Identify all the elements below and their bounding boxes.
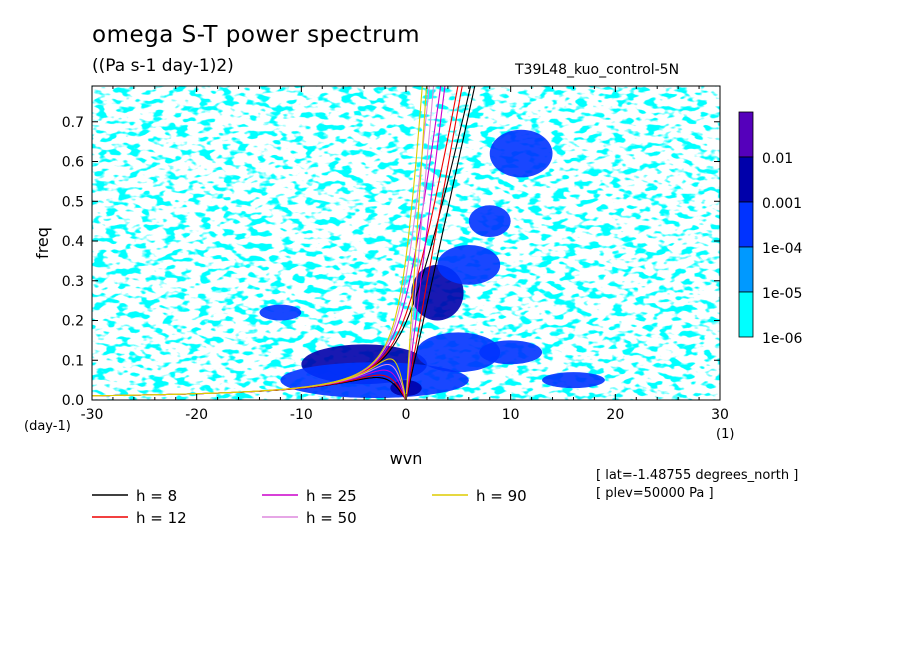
y-axis-label: freq (33, 227, 52, 259)
y-tick-label: 0.0 (62, 393, 84, 409)
legend-label-h90: h = 90 (476, 487, 527, 505)
colorbar: 1e-06 1e-05 1e-04 0.001 0.01 (738, 111, 802, 347)
colorbar-swatch-2 (738, 201, 754, 248)
colorbar-level-label: 1e-04 (762, 241, 802, 257)
spectrum-noise-field (92, 86, 720, 400)
y-tick-label: 0.1 (62, 353, 84, 369)
legend-label-h50: h = 50 (306, 509, 357, 527)
colorbar-level-label: 0.001 (762, 196, 802, 212)
colorbar-swatch-0 (738, 111, 754, 158)
y-tick-label: 0.5 (62, 194, 84, 210)
dispersion-curve-h8-kelvin (405, 86, 476, 400)
power-patch-7 (437, 244, 501, 285)
y-tick-label: 0.6 (62, 155, 84, 171)
y-tick-label: 0.4 (62, 234, 84, 250)
x-tick-label: -30 (81, 407, 104, 423)
y-tick-label: 0.2 (62, 314, 84, 330)
legend-label-h12: h = 12 (136, 509, 187, 527)
chart-subtitle: ((Pa s-1 day-1)2) (92, 56, 234, 76)
x-tick-label: 30 (711, 407, 729, 423)
x-tick-label: 20 (606, 407, 624, 423)
power-patch-10 (259, 304, 302, 321)
y-tick-label: 0.3 (62, 274, 84, 290)
power-patch-3 (416, 332, 501, 373)
x-tick-label: 10 (502, 407, 520, 423)
x-tick-label: 0 (402, 407, 411, 423)
colorbar-level-label: 1e-06 (762, 331, 802, 347)
power-patch-5 (479, 340, 543, 365)
y-tick-label: 0.7 (62, 115, 84, 131)
power-patch-8 (489, 129, 553, 178)
colorbar-swatch-1 (738, 156, 754, 203)
annotation-plev: [ plev=50000 Pa ] (596, 486, 714, 501)
legend-label-h25: h = 25 (306, 487, 357, 505)
colorbar-level-label: 1e-05 (762, 286, 802, 302)
x-unit-label: (1) (716, 427, 734, 442)
x-tick-label: -10 (290, 407, 313, 423)
y-unit-label: (day-1) (24, 419, 71, 434)
colorbar-swatch-4 (738, 291, 754, 338)
power-patch-6 (542, 372, 605, 389)
x-axis-label: wvn (390, 449, 423, 468)
power-patch-2 (280, 362, 469, 399)
dispersion-curve-h12-kelvin (405, 86, 463, 400)
colorbar-swatch-3 (738, 246, 754, 293)
power-patch-4 (390, 380, 422, 397)
dispersion-curve-h90-eig (92, 86, 423, 397)
power-patch-9 (468, 205, 511, 238)
plot-area (91, 85, 721, 401)
chart-title: omega S-T power spectrum (92, 22, 421, 48)
legend-label-h8: h = 8 (136, 487, 177, 505)
annotation-lat: [ lat=-1.48755 degrees_north ] (596, 468, 799, 483)
colorbar-level-label: 0.01 (762, 151, 793, 167)
legend: h = 8 h = 12 h = 25 h = 50 h = 90 (92, 487, 527, 527)
run-label: T39L48_kuo_control-5N (515, 62, 680, 78)
x-tick-label: -20 (185, 407, 208, 423)
